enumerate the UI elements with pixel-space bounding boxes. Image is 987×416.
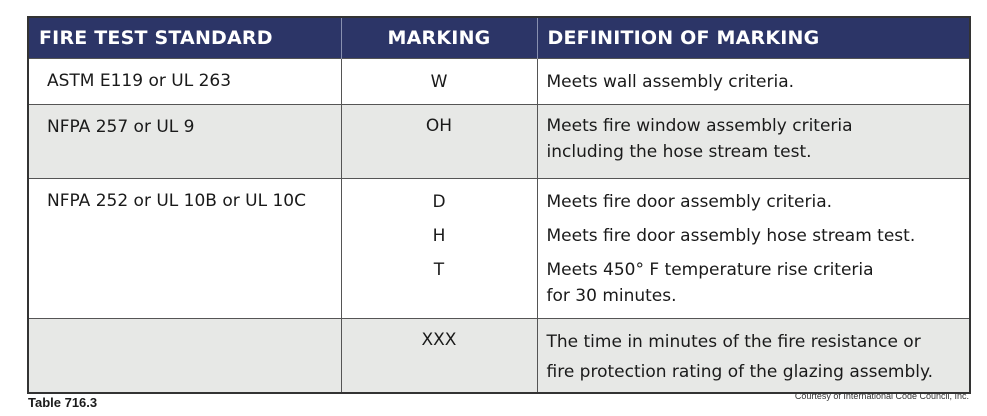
marking-text: H	[432, 226, 446, 246]
standard-cell: NFPA 252 or UL 10B or UL 10C	[27, 178, 342, 319]
marking-text: D	[432, 192, 446, 212]
definition-cell: Meets fire window assembly criteria incl…	[536, 104, 971, 179]
definition-text: Meets 450° F temperature rise criteria	[546, 260, 874, 280]
table-row: XXX The time in minutes of the fire resi…	[27, 318, 971, 393]
table-row: ASTM E119 or UL 263 W Meets wall assembl…	[27, 58, 971, 105]
marking-text: XXX	[421, 330, 457, 350]
fire-test-marking-table: FIRE TEST STANDARD MARKING DEFINITION OF…	[27, 16, 971, 394]
definition-text: Meets fire door assembly criteria.	[546, 192, 833, 212]
credit-line: Courtesy of International Code Council, …	[794, 391, 969, 401]
header-fire-test-standard: FIRE TEST STANDARD	[28, 17, 342, 59]
definition-text: Meets wall assembly criteria.	[546, 72, 795, 92]
table-row: NFPA 257 or UL 9 OH Meets fire window as…	[27, 104, 971, 179]
marking-text: T	[433, 260, 445, 280]
standard-cell	[27, 318, 342, 393]
marking-cell: XXX	[340, 318, 538, 393]
standard-text: ASTM E119 or UL 263	[47, 71, 232, 91]
marking-cell: W	[340, 58, 538, 105]
definition-text: Meets fire window assembly criteria	[546, 116, 853, 136]
definition-cell: Meets wall assembly criteria.	[536, 58, 971, 105]
table-row: NFPA 252 or UL 10B or UL 10C D H T Meets…	[27, 178, 971, 319]
definition-text: including the hose stream test.	[546, 142, 812, 162]
header-definition: DEFINITION OF MARKING	[537, 17, 970, 59]
standard-text: NFPA 257 or UL 9	[47, 117, 195, 137]
definition-text: fire protection rating of the glazing as…	[546, 362, 934, 382]
marking-cell: D H T	[340, 178, 538, 319]
standard-cell: ASTM E119 or UL 263	[27, 58, 342, 105]
definition-cell: Meets fire door assembly criteria. Meets…	[536, 178, 971, 319]
marking-text: W	[430, 72, 448, 92]
header-marking: MARKING	[341, 17, 538, 59]
table-header-row: FIRE TEST STANDARD MARKING DEFINITION OF…	[28, 17, 970, 59]
standard-cell: NFPA 257 or UL 9	[27, 104, 342, 179]
standard-text: NFPA 252 or UL 10B or UL 10C	[47, 191, 306, 211]
table-caption: Table 716.3	[28, 395, 98, 410]
definition-text: Meets fire door assembly hose stream tes…	[546, 226, 916, 246]
marking-text: OH	[425, 116, 453, 136]
definition-text: The time in minutes of the fire resistan…	[546, 332, 921, 352]
definition-cell: The time in minutes of the fire resistan…	[536, 318, 971, 393]
marking-cell: OH	[340, 104, 538, 179]
definition-text: for 30 minutes.	[546, 286, 677, 306]
